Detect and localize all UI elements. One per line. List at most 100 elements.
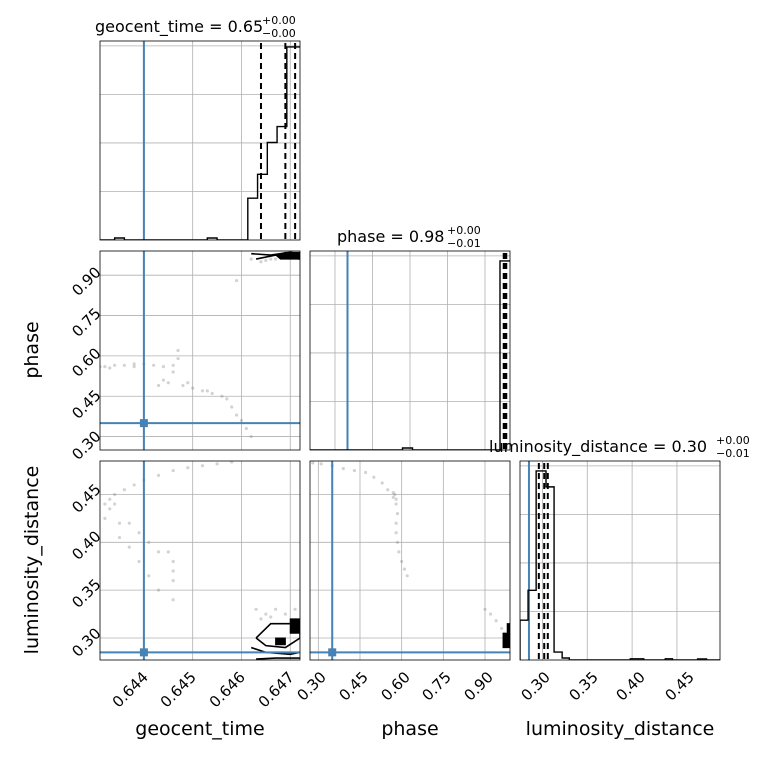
scatter-point [483, 607, 487, 611]
scatter-point [269, 615, 273, 619]
scatter-point [113, 502, 117, 506]
title-geocent-time: geocent_time = 0.65 +0.00 −0.00 [95, 14, 296, 40]
panel-3 [99, 250, 301, 451]
scatter-point [500, 626, 504, 631]
scatter-point [269, 257, 273, 261]
scatter-point [293, 607, 297, 611]
x-tick-label: 0.647 [255, 668, 298, 711]
panel-frame [99, 40, 301, 241]
scatter-point [122, 363, 126, 367]
panel-content [100, 461, 300, 660]
panel-content [310, 461, 510, 660]
panel-4 [99, 460, 301, 661]
scatter-point [249, 434, 253, 439]
density-contour [251, 251, 300, 256]
scatter-point [391, 490, 395, 495]
panel-frame [99, 460, 301, 661]
scatter-point [363, 470, 368, 475]
panel-content [520, 461, 720, 660]
scatter-point [117, 535, 122, 540]
x-axis-label-phase: phase [381, 718, 438, 740]
panels [99, 40, 721, 661]
y-tick-label: 0.45 [68, 480, 104, 516]
y-axis-label-luminosity-distance: luminosity_distance [21, 466, 43, 655]
x-tick-label: 0.35 [565, 668, 601, 704]
scatter-point [220, 394, 224, 398]
scatter-point [171, 370, 175, 374]
truth-marker [328, 648, 337, 657]
scatter-point [488, 612, 493, 616]
panel-frame [309, 250, 511, 451]
scatter-point [137, 531, 141, 535]
scatter-point [391, 495, 395, 499]
y-tick-label: 0.30 [68, 624, 104, 660]
scatter-point [191, 386, 195, 390]
panel-frame [309, 460, 511, 661]
scatter-point [254, 607, 258, 611]
x-tick-label: 0.60 [377, 668, 413, 704]
density-contour [256, 657, 300, 660]
scatter-point [132, 362, 136, 366]
scatter-point [210, 391, 214, 396]
y-tick-label: 0.35 [68, 575, 104, 611]
scatter-point [171, 468, 175, 473]
scatter-point [103, 502, 107, 506]
x-tick-label: 0.75 [418, 668, 454, 704]
x-tick-label: 0.644 [109, 668, 152, 711]
panel-frame [99, 250, 301, 451]
scatter-point [395, 540, 400, 544]
scatter-point [132, 365, 136, 369]
panel-0 [99, 40, 301, 241]
scatter-point [161, 365, 166, 369]
x-tick-label: 0.30 [517, 668, 553, 704]
scatter-point [405, 574, 409, 578]
panel-1 [309, 250, 511, 451]
y-ticks-phase: 0.30 0.45 0.60 0.75 0.90 [68, 263, 104, 463]
scatter-point [402, 567, 407, 571]
scatter-point [156, 588, 161, 592]
histogram-step [100, 46, 300, 240]
scatter-point [230, 461, 234, 464]
title-sub: −0.00 [262, 27, 296, 40]
title-sup: +0.00 [262, 14, 296, 27]
scatter-point [372, 475, 376, 479]
scatter-point [393, 492, 397, 497]
scatter-point [171, 578, 175, 583]
x-ticks-luminosity-distance: 0.30 0.35 0.40 0.45 [517, 668, 697, 704]
scatter-point [171, 598, 175, 602]
scatter-point [113, 363, 117, 367]
scatter-point [171, 363, 175, 367]
scatter-point [259, 260, 263, 264]
title-sup: +0.00 [716, 434, 750, 447]
scatter-point [352, 468, 357, 473]
y-ticks-luminosity-distance: 0.30 0.35 0.40 0.45 [68, 480, 104, 660]
scatter-point [113, 492, 117, 497]
y-tick-label: 0.45 [68, 386, 104, 422]
panel-frame [519, 460, 721, 661]
x-tick-label: 0.40 [612, 668, 648, 704]
title-phase: phase = 0.98 +0.00 −0.01 [337, 224, 481, 250]
title-sub: −0.01 [447, 237, 481, 250]
scatter-point [274, 257, 278, 261]
x-ticks-geocent-time: 0.644 0.645 0.646 0.647 [109, 668, 298, 711]
x-ticks-phase: 0.30 0.45 0.60 0.75 0.90 [293, 668, 496, 704]
scatter-point [394, 521, 398, 525]
scatter-point [103, 365, 107, 369]
scatter-point [132, 483, 136, 487]
y-tick-label: 0.75 [68, 304, 104, 340]
panel-5 [309, 460, 511, 661]
scatter-point [274, 607, 278, 611]
scatter-point [152, 363, 156, 367]
density-contour-filled [502, 632, 510, 649]
scatter-point [122, 488, 126, 492]
scatter-point [186, 381, 190, 385]
y-tick-label: 0.30 [68, 427, 104, 463]
scatter-point [239, 418, 244, 423]
density-contour [255, 254, 300, 260]
scatter-point [161, 378, 166, 382]
scatter-point [319, 462, 323, 466]
y-tick-label: 0.40 [68, 527, 104, 563]
scatter-point [103, 516, 107, 521]
scatter-point [166, 381, 170, 385]
